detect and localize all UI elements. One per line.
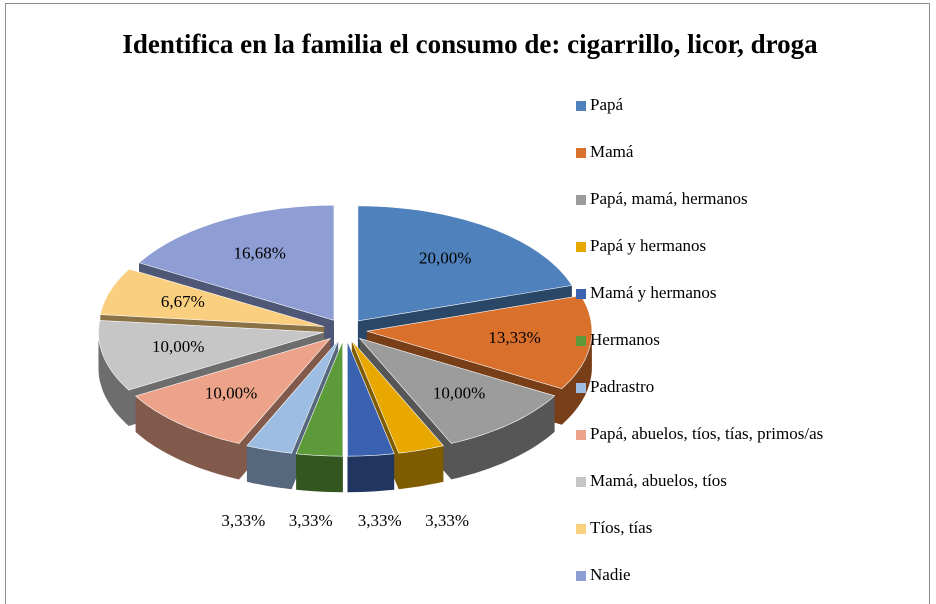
slice [347,341,395,457]
legend-swatch [576,571,586,581]
slice [134,337,332,444]
legend-label: Nadie [590,565,631,584]
legend-label: Hermanos [590,330,660,349]
data-label: 10,00% [205,384,257,403]
slice [99,268,325,327]
legend-swatch [576,336,586,346]
legend-swatch [576,524,586,534]
legend-label: Tíos, tías [590,518,652,537]
data-label: 10,00% [433,384,485,403]
legend-label: Padrastro [590,377,654,396]
slice [351,340,444,454]
slice [366,295,593,390]
slice [138,205,335,321]
legend-label: Papá y hermanos [590,236,706,255]
data-label: 20,00% [419,248,471,267]
data-label: 6,67% [161,292,205,311]
slice [358,337,556,444]
legend-swatch [576,477,586,487]
legend-label: Papá [590,95,624,114]
legend-swatch [576,383,586,393]
data-label: 3,33% [358,511,402,530]
slice [295,341,344,457]
legend-label: Mamá, abuelos, tíos [590,471,727,490]
data-label: 10,00% [152,337,204,356]
data-label: 3,33% [289,511,333,530]
data-label: 13,33% [488,328,540,347]
data-label: 3,33% [221,511,265,530]
legend-swatch [576,289,586,299]
slice [246,340,339,454]
legend-label: Papá, abuelos, tíos, tías, primos/as [590,424,823,443]
data-label: 16,68% [233,243,285,262]
data-label: 3,33% [425,511,469,530]
chart-border [5,3,930,604]
legend-label: Mamá [590,142,634,161]
legend-label: Mamá y hermanos [590,283,717,302]
legend-label: Papá, mamá, hermanos [590,189,748,208]
slice [98,320,324,391]
chart-title: Identifica en la familia el consumo de: … [122,29,818,59]
legend-swatch [576,430,586,440]
legend-swatch [576,195,586,205]
legend-swatch [576,101,586,111]
legend-swatch [576,148,586,158]
slice [357,205,573,322]
legend-swatch [576,242,586,252]
